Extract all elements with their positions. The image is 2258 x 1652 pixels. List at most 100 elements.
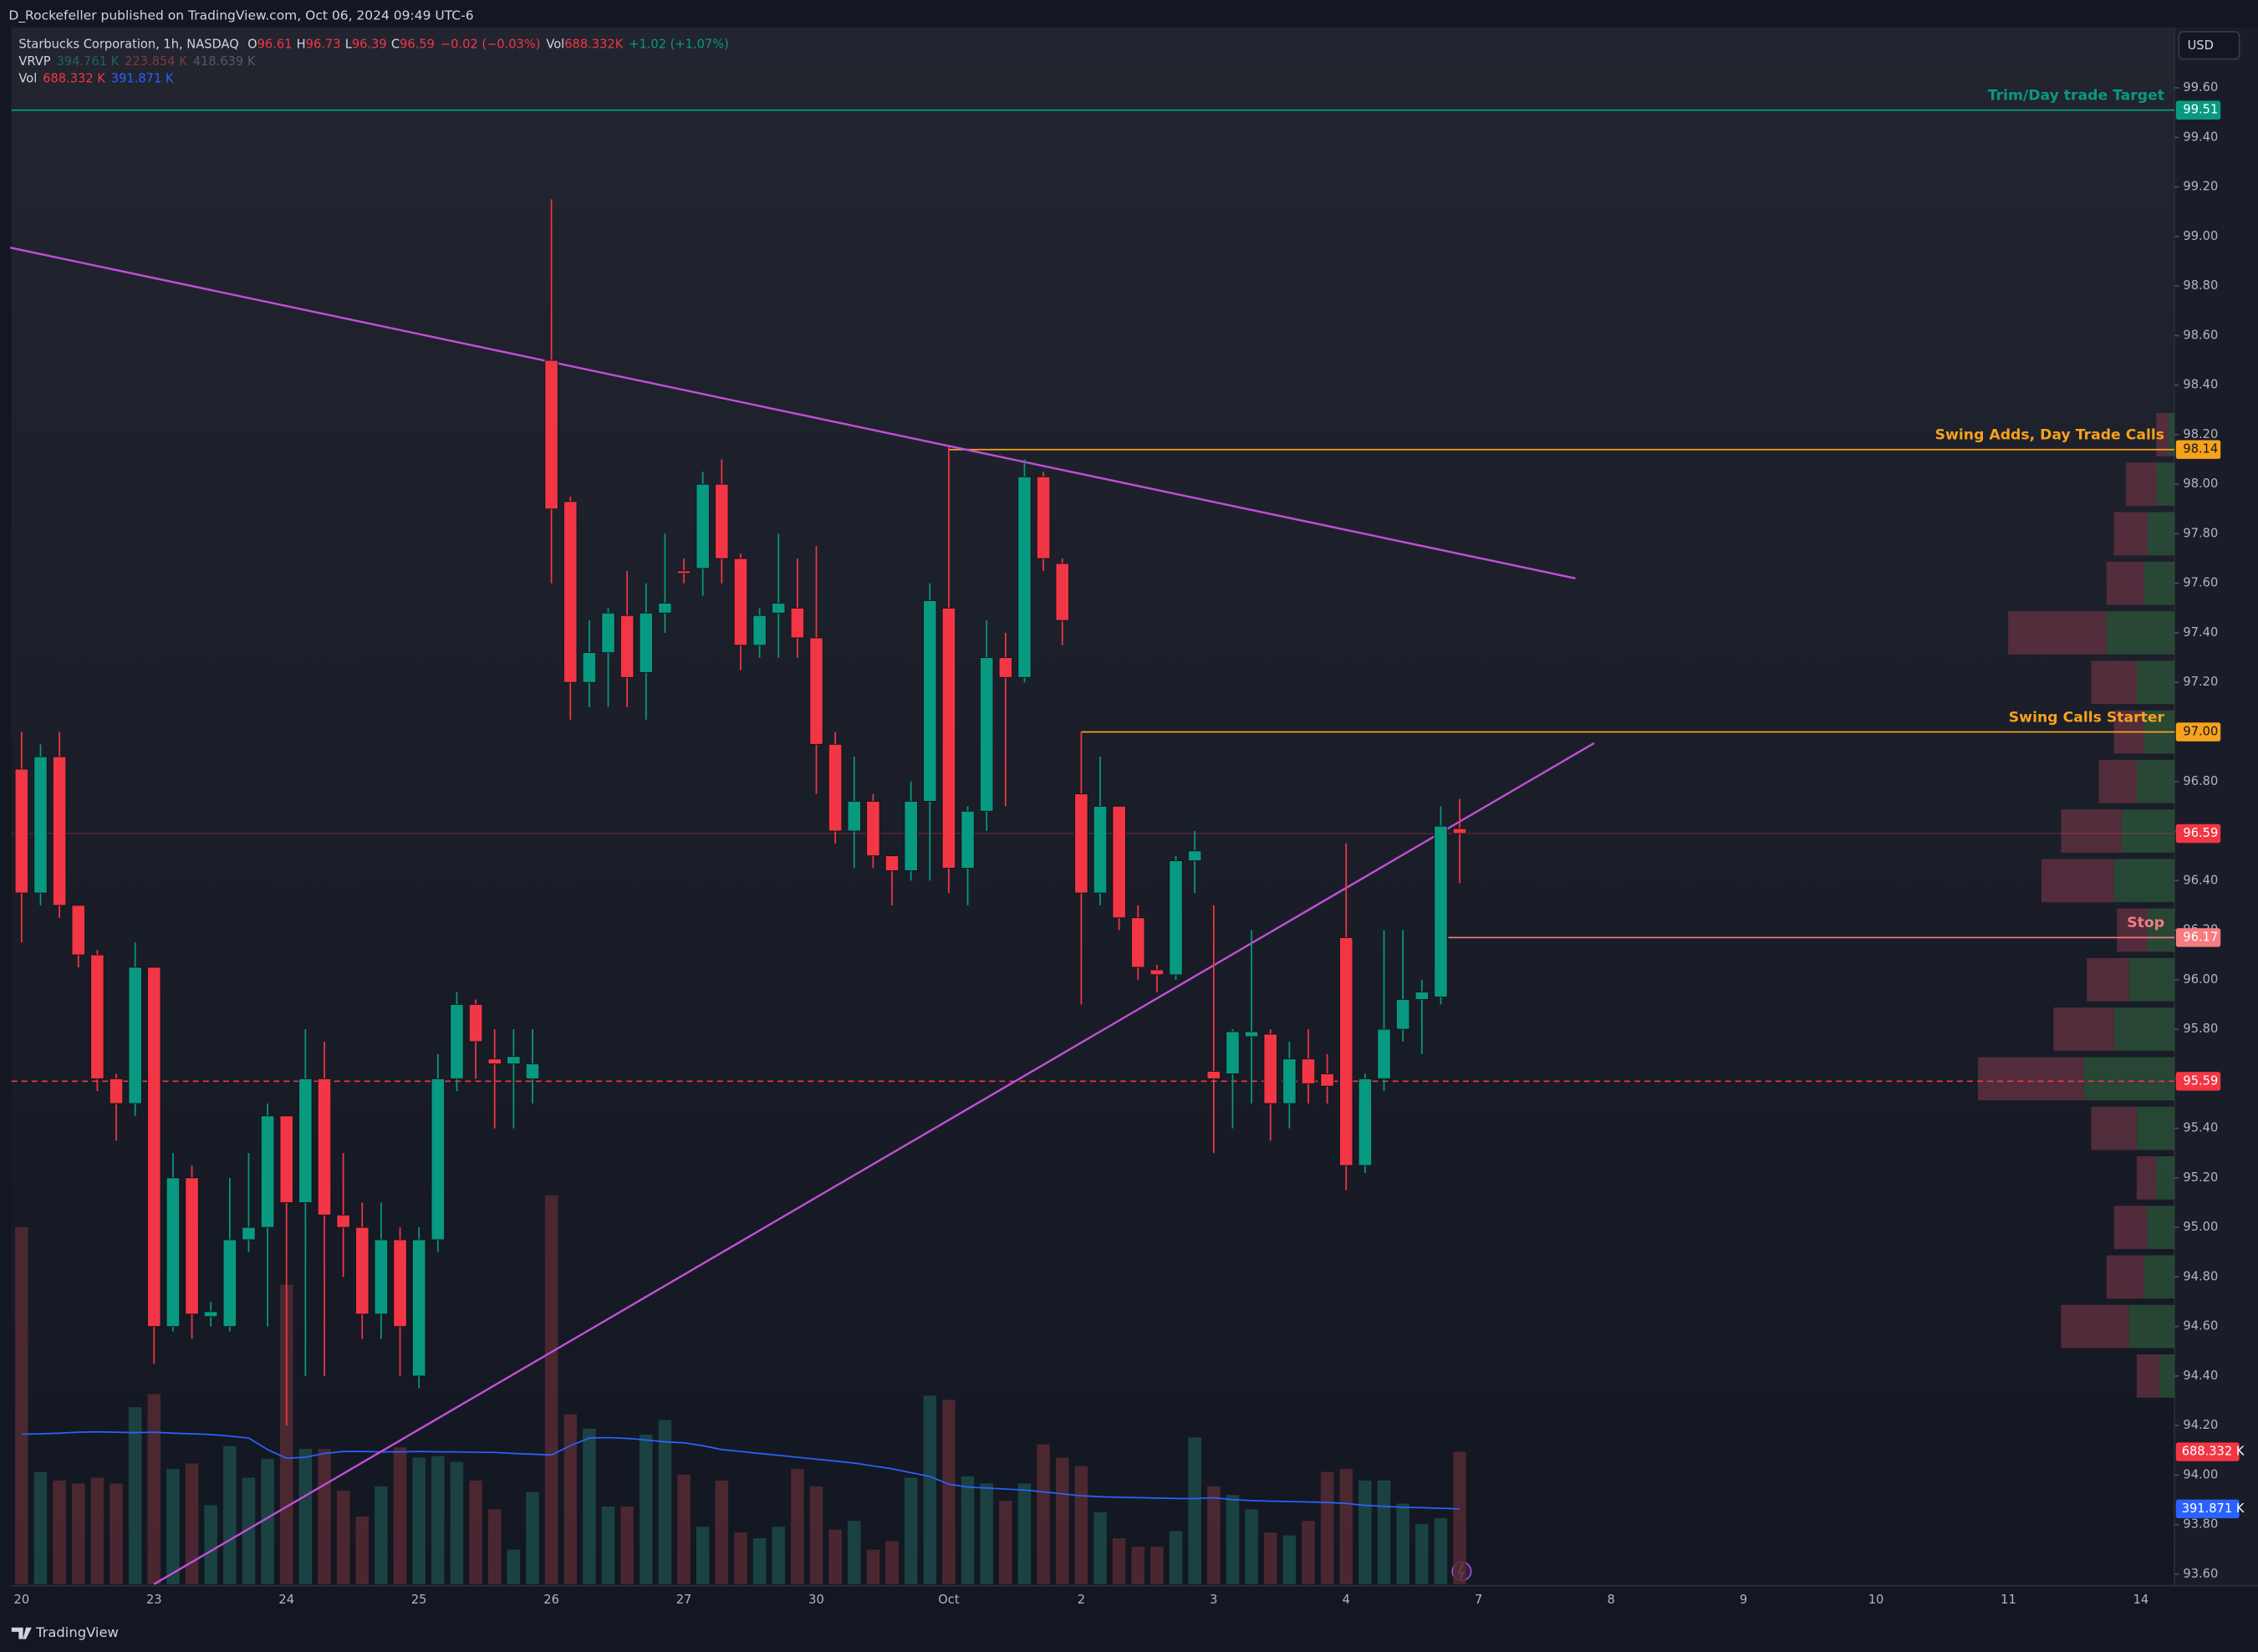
volume-bar: [772, 1527, 785, 1585]
candle-body: [1395, 999, 1410, 1030]
volume-bar: [658, 1420, 672, 1585]
x-tick-label: 23: [146, 1593, 162, 1607]
y-tick-label: 94.40: [2183, 1369, 2218, 1383]
volume-bar: [1415, 1523, 1429, 1585]
profile-up: [2128, 957, 2175, 1002]
candle-body: [563, 501, 578, 683]
volume-bar: [487, 1509, 502, 1585]
y-tick-label: 99.60: [2183, 80, 2218, 94]
candle-body: [790, 607, 805, 639]
volume-bar: [1093, 1512, 1107, 1585]
volume-bar: [1358, 1480, 1372, 1585]
price-label: 99.51: [2183, 103, 2218, 117]
x-tick-label: 9: [1740, 1593, 1747, 1607]
profile-down: [2091, 660, 2137, 705]
profile-up: [2113, 1007, 2175, 1051]
profile-up: [2143, 561, 2175, 605]
x-tick-label: 3: [1210, 1593, 1217, 1607]
x-tick-label: 14: [2133, 1593, 2149, 1607]
candle-body: [752, 614, 767, 646]
volume-bar: [318, 1449, 331, 1585]
symbol-line: Starbucks Corporation, 1h, NASDAQ O96.61 H…: [18, 37, 728, 51]
volume-bar: [1320, 1471, 1334, 1585]
volume-bar: [809, 1486, 823, 1585]
volume-bar: [1207, 1486, 1221, 1585]
profile-up: [2083, 1057, 2175, 1101]
candle-body: [715, 483, 729, 559]
volume-bar: [1131, 1547, 1145, 1585]
x-tick-label: 4: [1343, 1593, 1350, 1607]
profile-up: [2121, 809, 2175, 853]
volume-bar: [1339, 1469, 1353, 1585]
candle-body: [828, 743, 843, 832]
candle-body: [866, 801, 880, 857]
level-label: Stop: [2127, 915, 2164, 931]
volume-bar: [923, 1395, 937, 1585]
profile-down: [2008, 611, 2107, 655]
profile-up: [2156, 1156, 2175, 1200]
profile-down: [2136, 1156, 2157, 1200]
vrvp-value: 418.639 K: [193, 54, 256, 69]
volume-bar: [961, 1476, 975, 1585]
x-tick-label: 7: [1475, 1593, 1482, 1607]
x-tick-label: 20: [14, 1593, 30, 1607]
candle-body: [222, 1239, 237, 1328]
profile-down: [1977, 1057, 2084, 1101]
symbol: Starbucks Corporation, 1h, NASDAQ: [18, 37, 238, 51]
candle-body: [1301, 1058, 1316, 1084]
x-tick-label: 24: [278, 1593, 294, 1607]
y-tick-label: 98.80: [2183, 278, 2218, 293]
volume-bar: [1169, 1531, 1183, 1585]
candle-body: [279, 1115, 293, 1203]
profile-down: [2106, 1255, 2144, 1299]
volume-bar: [696, 1527, 710, 1585]
profile-down: [2041, 859, 2114, 903]
profile-down: [2113, 512, 2148, 556]
volume-bar: [110, 1483, 123, 1585]
profile-down: [2061, 809, 2122, 853]
volume-bar: [412, 1457, 426, 1585]
vrvp-value: 223.854 K: [125, 54, 187, 69]
candle-body: [1414, 992, 1429, 1000]
candle-body: [1055, 563, 1069, 621]
candle-body: [1131, 917, 1145, 968]
candle-body: [298, 1078, 313, 1203]
candle-body: [1263, 1033, 1277, 1104]
trendline: [153, 742, 1595, 1585]
candle-body: [1206, 1071, 1221, 1079]
candle-body: [33, 756, 48, 894]
volume-bar: [791, 1469, 804, 1585]
candle-body: [317, 1078, 332, 1216]
y-tick-label: 98.00: [2183, 477, 2218, 491]
candle-body: [1017, 476, 1032, 678]
volume-bar: [507, 1549, 521, 1585]
candle-body: [1377, 1028, 1391, 1079]
volume-bar: [715, 1480, 729, 1585]
profile-up: [2136, 759, 2175, 803]
x-tick-label: 11: [2001, 1593, 2016, 1607]
candle-body: [847, 801, 861, 832]
volume-label: 688.332 K: [2182, 1445, 2245, 1459]
profile-up: [2106, 611, 2175, 655]
candle-body: [374, 1239, 389, 1315]
candle-body: [998, 657, 1013, 678]
volume-bar: [980, 1483, 993, 1585]
volume-bar: [469, 1480, 482, 1585]
volume-bar: [450, 1461, 464, 1585]
candle-body: [884, 855, 900, 871]
y-tick-label: 94.00: [2183, 1467, 2218, 1481]
level-label: Trim/Day trade Target: [1988, 88, 2164, 105]
volume-label-box: [2175, 1442, 2240, 1461]
currency[interactable]: USD: [2188, 38, 2214, 53]
candle-body: [904, 801, 918, 871]
currency-box[interactable]: [2178, 31, 2240, 60]
y-tick-label: 97.60: [2183, 576, 2218, 590]
y-tick-label: 97.20: [2183, 675, 2218, 689]
candle-body: [242, 1226, 256, 1241]
y-tick-label: 95.80: [2183, 1022, 2218, 1036]
candle-body: [507, 1056, 521, 1064]
volume-bar: [942, 1400, 956, 1585]
y-tick-label: 94.60: [2183, 1319, 2218, 1333]
profile-up: [2147, 512, 2175, 556]
